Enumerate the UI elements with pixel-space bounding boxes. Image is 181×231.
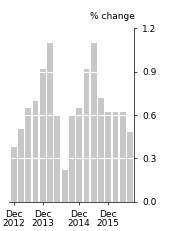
Bar [113, 112, 119, 202]
Bar [54, 115, 60, 202]
Bar [47, 43, 53, 202]
Bar [127, 132, 133, 202]
Bar [25, 108, 31, 202]
Bar [11, 147, 16, 202]
Bar [33, 100, 38, 202]
Bar [105, 112, 111, 202]
Text: % change: % change [90, 12, 134, 21]
Bar [40, 69, 46, 202]
Bar [120, 112, 126, 202]
Bar [76, 108, 82, 202]
Bar [62, 170, 68, 202]
Bar [69, 115, 75, 202]
Bar [91, 43, 97, 202]
Bar [83, 69, 89, 202]
Bar [98, 98, 104, 202]
Bar [18, 130, 24, 202]
